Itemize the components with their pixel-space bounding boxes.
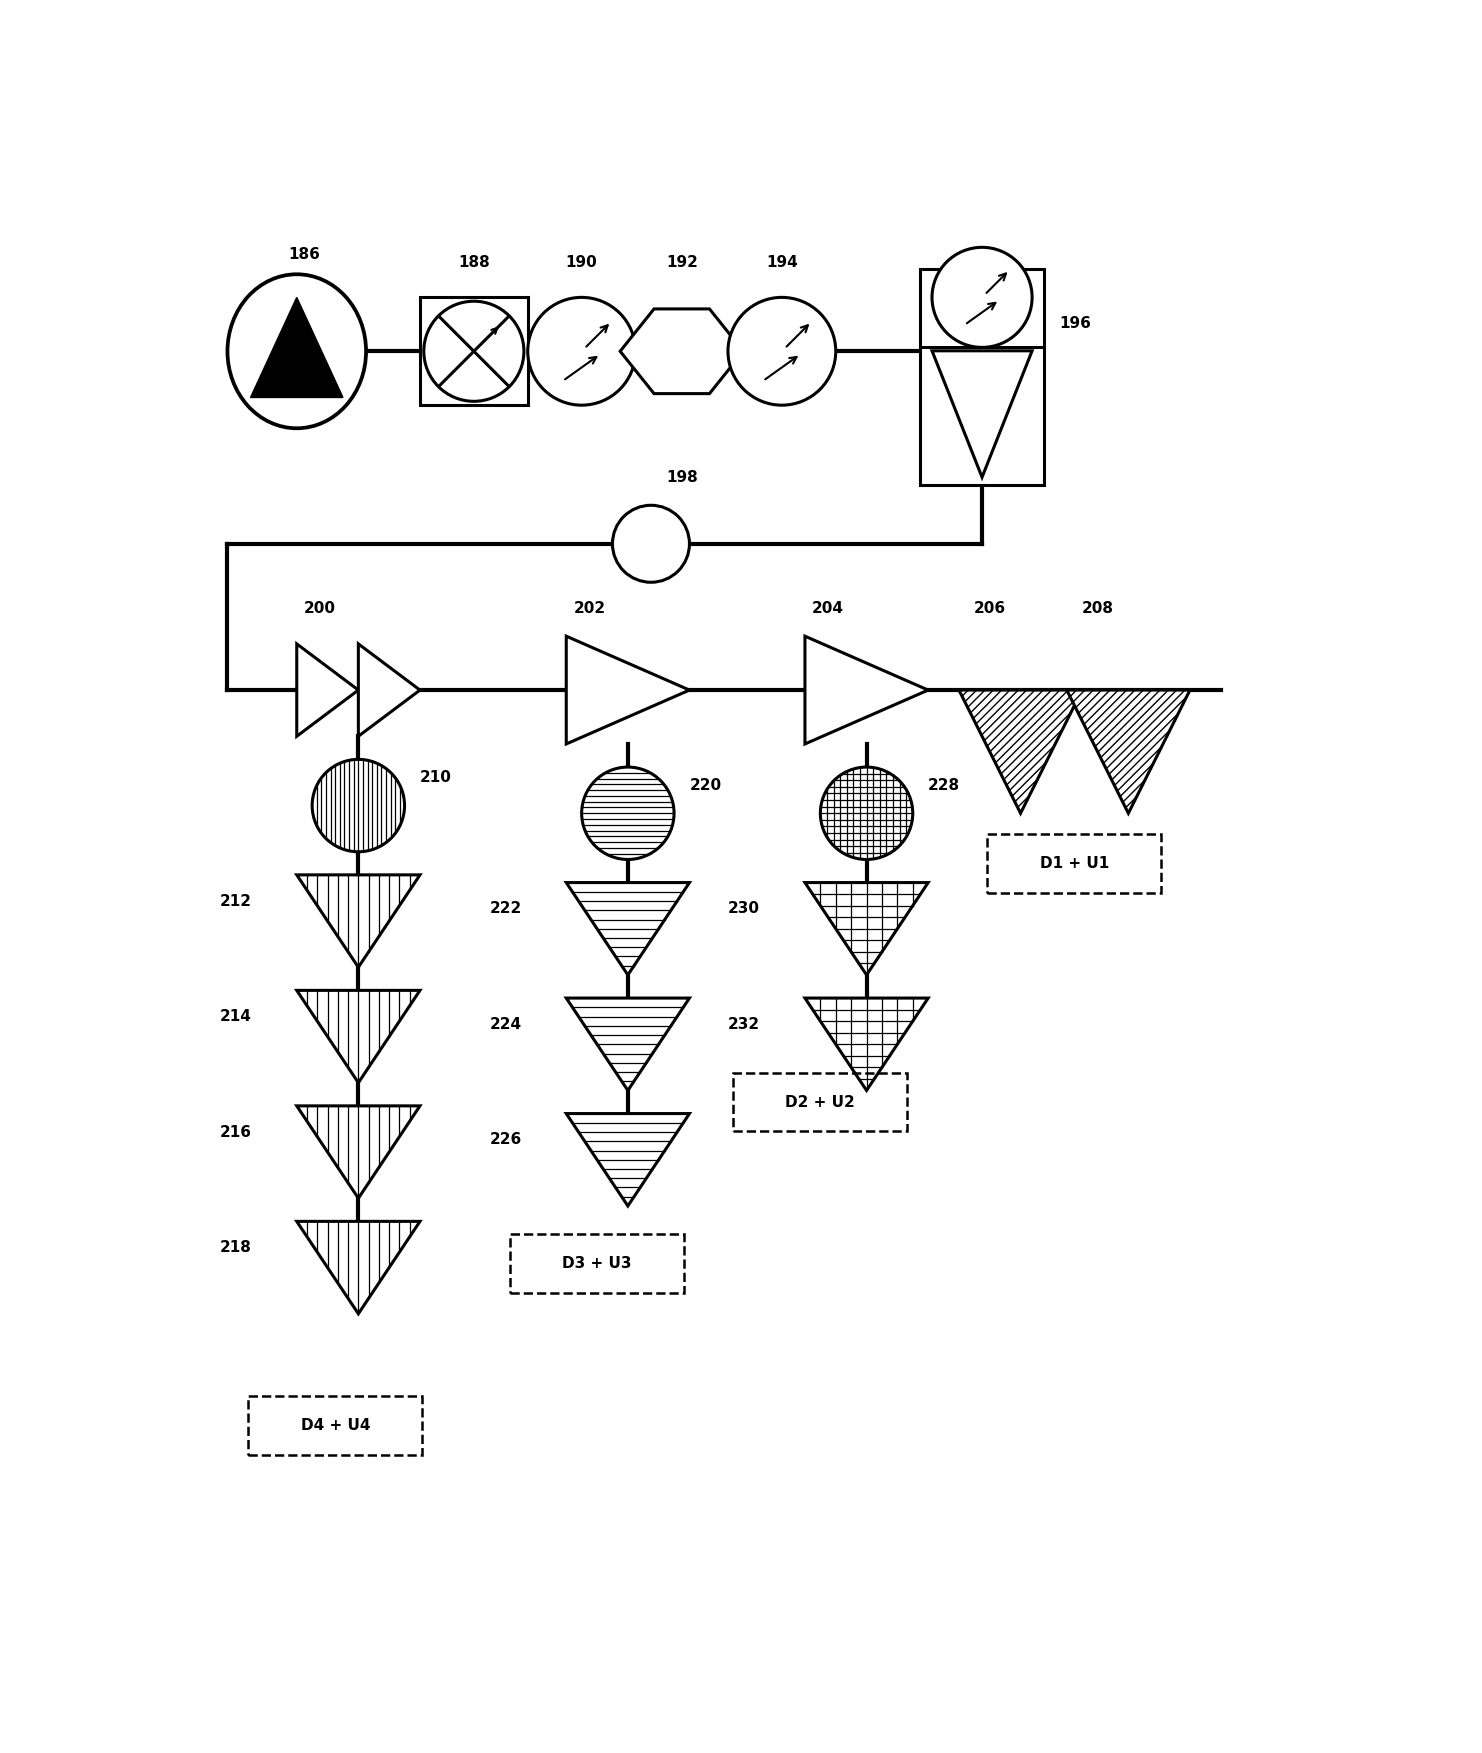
- Text: 224: 224: [489, 1017, 522, 1033]
- Circle shape: [612, 505, 689, 582]
- Text: D4 + U4: D4 + U4: [301, 1418, 370, 1432]
- Polygon shape: [359, 643, 419, 736]
- Circle shape: [313, 759, 405, 852]
- Polygon shape: [296, 1222, 419, 1313]
- Text: 206: 206: [974, 601, 1006, 615]
- Text: 226: 226: [489, 1132, 522, 1148]
- Text: D1 + U1: D1 + U1: [1040, 855, 1109, 871]
- Polygon shape: [805, 997, 928, 1090]
- Text: 204: 204: [812, 601, 845, 615]
- Text: 186: 186: [289, 247, 320, 261]
- Polygon shape: [566, 636, 689, 743]
- Circle shape: [424, 302, 525, 401]
- FancyBboxPatch shape: [419, 298, 528, 405]
- Polygon shape: [250, 298, 342, 398]
- Polygon shape: [566, 882, 689, 975]
- Text: 220: 220: [689, 778, 722, 792]
- Text: 200: 200: [304, 601, 336, 615]
- Polygon shape: [932, 351, 1031, 477]
- Text: 212: 212: [219, 894, 252, 908]
- Text: 222: 222: [489, 901, 522, 917]
- Text: 192: 192: [665, 254, 698, 270]
- Text: 208: 208: [1082, 601, 1113, 615]
- Text: 190: 190: [566, 254, 597, 270]
- Text: 228: 228: [928, 778, 960, 792]
- Text: D3 + U3: D3 + U3: [562, 1257, 631, 1271]
- Polygon shape: [566, 1113, 689, 1206]
- Polygon shape: [959, 691, 1082, 813]
- Polygon shape: [296, 1106, 419, 1199]
- Text: 188: 188: [458, 254, 489, 270]
- Polygon shape: [296, 875, 419, 968]
- Text: 202: 202: [574, 601, 606, 615]
- FancyBboxPatch shape: [920, 270, 1043, 486]
- Text: 232: 232: [728, 1017, 760, 1033]
- Text: 194: 194: [766, 254, 797, 270]
- Polygon shape: [805, 636, 928, 743]
- Text: 216: 216: [219, 1125, 252, 1139]
- Text: D2 + U2: D2 + U2: [785, 1094, 855, 1110]
- Text: 230: 230: [728, 901, 760, 917]
- Text: 196: 196: [1060, 316, 1091, 331]
- Polygon shape: [296, 643, 359, 736]
- Polygon shape: [296, 990, 419, 1083]
- Circle shape: [581, 768, 674, 859]
- Text: 210: 210: [419, 771, 452, 785]
- Polygon shape: [566, 997, 689, 1090]
- Polygon shape: [805, 882, 928, 975]
- Polygon shape: [1067, 691, 1190, 813]
- Text: 214: 214: [219, 1010, 252, 1024]
- Text: 218: 218: [219, 1239, 252, 1255]
- Circle shape: [821, 768, 913, 859]
- Circle shape: [728, 298, 836, 405]
- Circle shape: [932, 247, 1031, 347]
- Polygon shape: [619, 309, 744, 394]
- Ellipse shape: [227, 273, 366, 428]
- Text: 198: 198: [665, 470, 698, 486]
- Circle shape: [528, 298, 636, 405]
